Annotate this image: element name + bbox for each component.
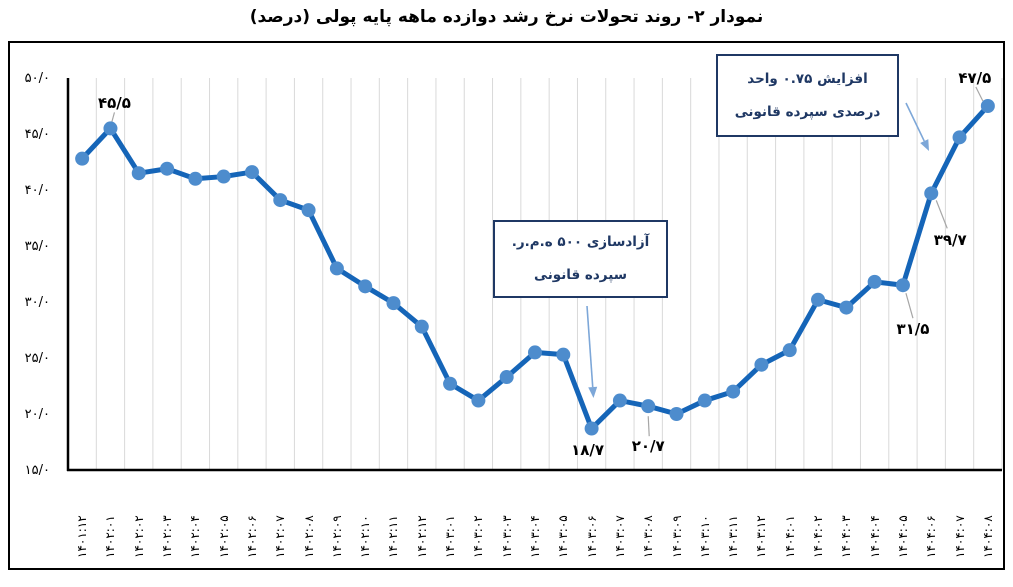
y-axis-tick-label: ۴۵/۰: [24, 126, 50, 142]
x-axis-tick-label: ۱۴۰۴:۰۵: [895, 515, 910, 558]
x-axis-tick-label: ۱۴۰۴:۰۶: [924, 515, 939, 558]
chart-title: نمودار ۲- روند تحولات نرخ رشد دوازده ماه…: [249, 7, 764, 27]
x-axis-tick-label: ۱۴۰۲:۰۱: [103, 515, 118, 558]
x-axis-tick-label: ۱۴۰۲:۰۵: [216, 515, 231, 558]
data-point-marker: [754, 357, 769, 372]
data-point-marker: [386, 296, 401, 311]
x-axis-tick-label: ۱۴۰۲:۰۴: [188, 515, 203, 558]
annotation-line: افزایش ۰.۷۵ واحد: [747, 70, 868, 87]
annotation-arrow-head: [588, 386, 598, 398]
x-axis-tick-label: ۱۴۰۳:۰۵: [556, 515, 571, 558]
data-point-marker: [499, 370, 514, 385]
x-axis-tick-label: ۱۴۰۳:۰۱: [443, 515, 458, 558]
y-axis-tick-label: ۱۵/۰: [24, 462, 50, 478]
x-axis-tick-label: ۱۴۰۱:۱۲: [75, 515, 90, 558]
data-point-label: ۴۵/۵: [97, 94, 131, 113]
data-point-marker: [641, 399, 656, 414]
data-point-marker: [414, 319, 429, 334]
data-point-label: ۳۱/۵: [896, 320, 930, 339]
y-axis-tick-label: ۴۰/۰: [24, 182, 50, 198]
data-point-label: ۳۹/۷: [933, 231, 967, 250]
x-axis-tick-label: ۱۴۰۲:۰۷: [273, 515, 288, 558]
annotation-line: سپرده قانونی: [534, 267, 627, 283]
annotation-box-reserve-increase: افزایش ۰.۷۵ واحد درصدی سپرده قانونی: [716, 54, 899, 137]
annotation-arrow: [905, 102, 925, 142]
data-point-marker: [782, 343, 797, 358]
annotation-box-reserve-release: آزادسازی ۵۰۰ ه.م.ر. سپرده قانونی: [493, 220, 668, 298]
annotation-line: آزادسازی ۵۰۰ ه.م.ر.: [511, 234, 650, 250]
x-axis-tick-label: ۱۴۰۲:۱۰: [358, 515, 373, 558]
data-point-marker: [131, 166, 146, 181]
data-point-marker: [895, 278, 910, 293]
annotation-arrow-head: [920, 139, 929, 151]
data-point-label: ۱۸/۷: [571, 440, 605, 459]
x-axis-tick-label: ۱۴۰۴:۰۴: [867, 515, 882, 558]
data-point-marker: [216, 169, 231, 184]
x-axis-tick-label: ۱۴۰۳:۱۱: [726, 515, 741, 558]
data-point-marker: [839, 300, 854, 315]
data-point-marker: [188, 171, 203, 186]
leader-line: [975, 86, 984, 102]
x-axis-tick-label: ۱۴۰۲:۰۶: [244, 515, 259, 558]
annotation-arrow: [586, 305, 594, 388]
x-axis-tick-label: ۱۴۰۲:۰۹: [329, 515, 344, 558]
data-point-marker: [867, 274, 882, 289]
x-axis-tick-label: ۱۴۰۴:۰۱: [782, 515, 797, 558]
x-axis-tick-label: ۱۴۰۳:۰۹: [669, 515, 684, 558]
data-point-marker: [528, 345, 542, 360]
data-point-marker: [980, 99, 995, 113]
data-point-marker: [556, 347, 571, 362]
leader-line: [935, 200, 948, 229]
x-axis-tick-label: ۱۴۰۳:۰۴: [528, 515, 542, 558]
data-point-marker: [811, 292, 826, 307]
data-point-marker: [726, 384, 741, 399]
y-axis-tick-label: ۳۰/۰: [24, 294, 50, 310]
x-axis-tick-label: ۱۴۰۴:۰۳: [839, 515, 854, 558]
data-point-marker: [669, 407, 684, 421]
data-point-marker: [273, 193, 288, 208]
data-point-marker: [103, 121, 118, 136]
x-axis-tick-label: ۱۴۰۲:۱۱: [386, 515, 401, 558]
data-point-marker: [244, 165, 259, 180]
data-point-marker: [697, 393, 712, 408]
figure-border: [8, 41, 1005, 570]
x-axis-tick-label: ۱۴۰۳:۰۲: [471, 515, 486, 558]
y-axis-tick-label: ۲۵/۰: [24, 350, 50, 366]
y-axis-tick-label: ۳۵/۰: [24, 238, 50, 254]
x-axis-tick-label: ۱۴۰۳:۰۳: [499, 515, 514, 558]
leader-line: [905, 293, 914, 319]
x-axis-tick-label: ۱۴۰۳:۱۰: [697, 515, 712, 558]
x-axis-tick-label: ۱۴۰۲:۰۲: [131, 515, 146, 558]
data-point-marker: [952, 130, 967, 145]
x-axis-tick-label: ۱۴۰۴:۰۸: [980, 515, 995, 558]
x-axis-tick-label: ۱۴۰۳:۱۲: [754, 515, 769, 558]
x-axis-tick-label: ۱۴۰۴:۰۲: [811, 515, 826, 558]
x-axis-tick-label: ۱۴۰۳:۰۶: [584, 515, 599, 558]
y-axis-tick-label: ۵۰/۰: [24, 70, 50, 86]
data-point-label: ۲۰/۷: [631, 437, 665, 456]
x-axis-tick-label: ۱۴۰۲:۰۸: [301, 515, 316, 558]
data-point-marker: [612, 393, 627, 408]
data-point-marker: [329, 261, 344, 276]
x-axis-tick-label: ۱۴۰۴:۰۷: [952, 515, 967, 558]
x-axis-tick-label: ۱۴۰۳:۰۷: [612, 515, 627, 558]
y-axis-tick-label: ۲۰/۰: [24, 406, 50, 422]
x-axis-tick-label: ۱۴۰۳:۰۸: [641, 515, 656, 558]
data-point-marker: [584, 421, 599, 436]
data-point-marker: [160, 161, 175, 176]
data-point-marker: [75, 151, 90, 166]
data-point-marker: [471, 393, 486, 408]
data-point-label: ۴۷/۵: [958, 69, 992, 87]
data-point-marker: [924, 186, 939, 201]
data-point-marker: [443, 376, 458, 391]
x-axis-tick-label: ۱۴۰۲:۰۳: [160, 515, 175, 558]
leader-line: [647, 416, 650, 437]
data-point-marker: [358, 279, 373, 294]
data-point-marker: [301, 203, 316, 218]
annotation-line: درصدی سپرده قانونی: [734, 103, 881, 120]
x-axis-tick-label: ۱۴۰۲:۱۲: [414, 515, 429, 558]
